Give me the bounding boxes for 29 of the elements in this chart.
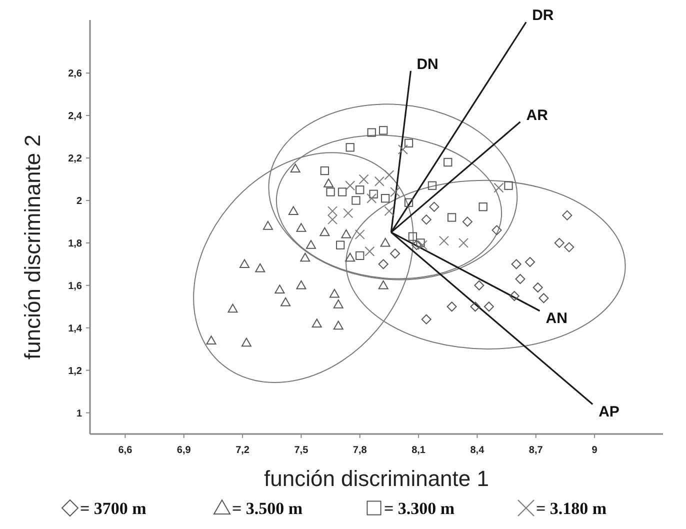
legend-label: = 3.300 m (384, 499, 455, 518)
y-tick-label: 2,6 (68, 68, 82, 80)
series-label: DN (416, 56, 438, 73)
y-tick-label: 1,8 (68, 238, 82, 250)
y-tick-label: 2,2 (68, 154, 82, 164)
legend-label: = 3.500 m (232, 499, 303, 518)
x-tick-label: 6,9 (176, 445, 192, 456)
x-tick-label: 6,6 (118, 445, 133, 456)
series-label: AR (526, 106, 548, 124)
y-tick-label: 1 (76, 408, 82, 420)
series-label: AP (598, 403, 620, 420)
legend-label: = 3.180 m (536, 499, 607, 518)
series-label: AN (546, 310, 568, 327)
series-label: DR (532, 7, 554, 24)
x-axis-title: función discriminante 1 (264, 466, 490, 491)
x-tick-label: 7,2 (236, 445, 250, 456)
x-tick-label: 8,4 (470, 445, 485, 456)
y-tick-label: 1,6 (68, 280, 82, 292)
x-tick-label: 8,7 (528, 445, 544, 456)
x-tick-label: 8,1 (412, 445, 426, 456)
x-tick-label: 7,5 (294, 445, 309, 456)
y-tick-label: 1,4 (68, 323, 82, 334)
x-tick-label: 7,8 (352, 445, 368, 456)
y-axis-title: función discriminante 2 (20, 134, 45, 360)
y-tick-label: 2,4 (68, 111, 82, 122)
y-tick-label: 1,2 (68, 366, 82, 377)
y-tick-label: 2 (76, 196, 82, 207)
legend-label: = 3700 m (80, 499, 146, 518)
x-tick-label: 9 (592, 445, 598, 456)
